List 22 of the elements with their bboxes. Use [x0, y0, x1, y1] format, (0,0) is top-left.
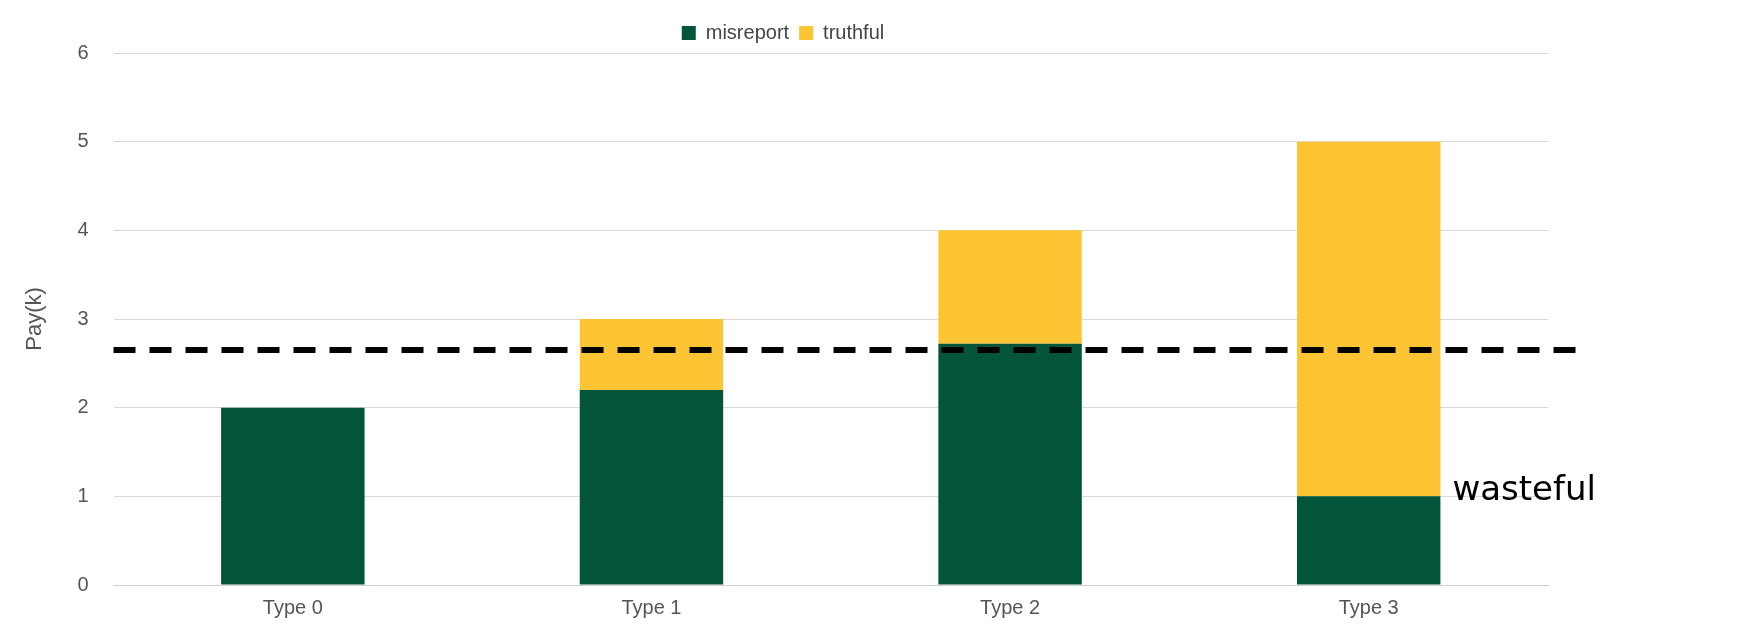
x-tick-label: Type 1 [621, 595, 682, 618]
x-tick-label: Type 0 [262, 595, 323, 618]
bar [1296, 496, 1441, 585]
annotation: wasteful [1452, 468, 1596, 509]
bar [938, 230, 1082, 344]
legend-label: truthful [823, 20, 885, 43]
bar [579, 389, 724, 585]
y-tick-label: 6 [77, 40, 89, 63]
bar [938, 343, 1082, 585]
x-tick-label: Type 2 [980, 595, 1041, 618]
y-tick-label: 4 [77, 217, 89, 240]
bar [221, 407, 365, 585]
y-tick-label: 5 [77, 129, 89, 152]
x-tick-label: Type 3 [1338, 595, 1399, 618]
y-axis-title: Pay(k) [21, 287, 47, 351]
y-tick-label: 3 [77, 306, 89, 329]
y-tick-label: 1 [77, 483, 89, 506]
y-tick-label: 0 [77, 572, 89, 595]
bar [579, 319, 724, 390]
bar [1296, 141, 1441, 497]
legend-label: misreport [705, 20, 790, 43]
y-tick-label: 2 [77, 395, 89, 418]
